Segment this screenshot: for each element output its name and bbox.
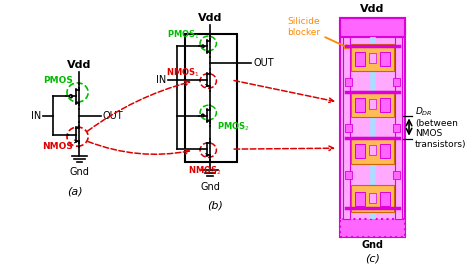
Bar [345,171,352,179]
Text: (c): (c) [365,254,380,264]
Text: PMOS: PMOS [44,76,73,85]
Bar [185,34,237,162]
Bar [351,137,393,164]
Bar [392,78,401,86]
Text: $D_{DR}$
(between
NMOS
transistors): $D_{DR}$ (between NMOS transistors) [415,105,466,149]
Bar [355,52,365,65]
Text: (a): (a) [67,187,82,197]
Bar [351,90,393,117]
Text: NMOS: NMOS [42,142,73,151]
Bar [340,18,405,236]
Bar [351,185,393,211]
Bar [395,37,402,219]
Text: Gnd: Gnd [70,167,90,177]
Bar [355,192,365,206]
Text: IN: IN [31,110,41,120]
Text: PMOS$_2$: PMOS$_2$ [217,121,250,133]
Bar [345,124,352,132]
Text: OUT: OUT [102,110,123,120]
Bar [340,219,405,236]
Bar [380,52,390,65]
Bar [369,145,376,155]
Bar [355,144,365,158]
Text: NMOS$_2$: NMOS$_2$ [189,164,222,177]
Text: Vdd: Vdd [360,4,385,14]
Bar [340,18,405,37]
Bar [392,171,401,179]
Bar [392,124,401,132]
Bar [380,192,390,206]
Text: Gnd: Gnd [362,240,383,250]
Text: Gnd: Gnd [200,182,220,192]
Text: OUT: OUT [254,58,274,68]
Text: (b): (b) [207,200,223,210]
Bar [380,144,390,158]
Text: NMOS$_1$: NMOS$_1$ [166,66,200,78]
Bar [345,78,352,86]
Text: Vdd: Vdd [198,13,222,23]
Bar [355,98,365,112]
Text: IN: IN [155,75,166,85]
Bar [351,44,393,71]
Bar [380,98,390,112]
Bar [369,99,376,109]
Bar [343,37,350,219]
Bar [369,193,376,203]
Text: Silicide
blocker: Silicide blocker [287,17,349,48]
Bar [369,53,376,63]
Text: PMOS$_1$: PMOS$_1$ [167,28,200,41]
Text: Vdd: Vdd [67,60,91,70]
